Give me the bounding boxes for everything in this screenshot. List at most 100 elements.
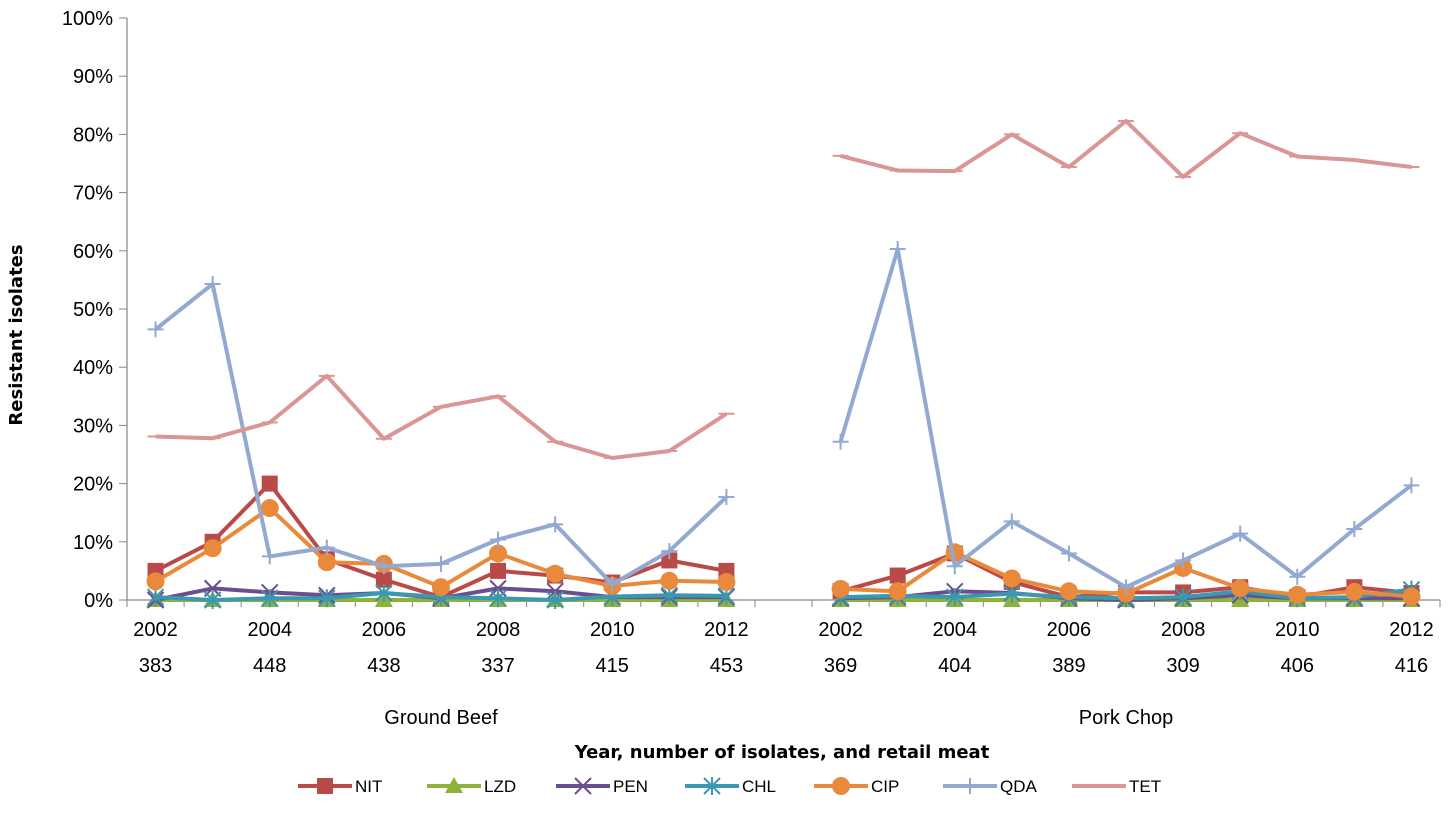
data-point xyxy=(261,548,278,565)
legend-marker xyxy=(832,777,850,795)
data-point xyxy=(147,321,164,338)
series-tet xyxy=(147,119,1420,460)
legend-label: CIP xyxy=(871,777,899,796)
data-point xyxy=(661,552,678,569)
y-tick-label: 20% xyxy=(73,474,113,496)
legend-marker xyxy=(962,778,978,794)
data-point xyxy=(375,584,393,603)
series-line xyxy=(838,247,1413,590)
series-qda xyxy=(147,241,1420,596)
data-point xyxy=(203,591,222,609)
x-tick-label-count: 448 xyxy=(253,655,286,677)
data-point xyxy=(832,433,849,450)
y-axis-title: Resistant isolates xyxy=(6,244,27,425)
x-tick-label-year: 2002 xyxy=(133,619,178,641)
legend-item-tet: TET xyxy=(1072,777,1161,796)
y-tick-label: 80% xyxy=(73,124,113,146)
data-point xyxy=(1345,582,1364,601)
group-labels: Ground Beef Pork Chop xyxy=(384,707,1173,729)
series-cip xyxy=(146,499,1421,606)
data-point xyxy=(1346,520,1363,537)
x-tick-label-count: 389 xyxy=(1052,655,1085,677)
data-point xyxy=(1289,568,1306,585)
data-point xyxy=(1288,585,1307,604)
y-tick-label: 100% xyxy=(62,8,113,30)
data-point xyxy=(1175,552,1192,569)
legend-marker xyxy=(317,778,333,794)
x-tick-label-count: 406 xyxy=(1281,655,1314,677)
x-tick-label-count: 453 xyxy=(710,655,743,677)
series-lines xyxy=(146,119,1421,609)
data-point xyxy=(1231,579,1250,598)
x-tick-label-count: 309 xyxy=(1166,655,1199,677)
data-point xyxy=(946,558,963,575)
y-tick-label: 50% xyxy=(73,299,113,321)
data-point xyxy=(604,576,621,593)
data-point xyxy=(375,571,392,588)
data-point xyxy=(490,531,507,548)
legend-item-pen: PEN xyxy=(556,777,648,796)
legend-marker xyxy=(445,777,463,793)
data-point xyxy=(490,562,507,579)
axes xyxy=(126,18,1441,607)
y-tick-label: 10% xyxy=(73,532,113,554)
data-point xyxy=(717,572,736,591)
series-line xyxy=(154,506,727,590)
legend-item-chl: CHL xyxy=(685,777,776,796)
data-point xyxy=(718,488,735,505)
x-tick-label-year: 2004 xyxy=(247,619,292,641)
data-point xyxy=(888,582,907,601)
y-tick-label: 0% xyxy=(84,590,113,612)
data-point xyxy=(1059,582,1078,601)
data-point xyxy=(431,578,450,597)
legend-marker xyxy=(703,777,721,795)
x-tick-label-count: 383 xyxy=(139,655,172,677)
y-tick-label: 90% xyxy=(73,66,113,88)
data-point xyxy=(318,539,335,556)
legend-item-qda: QDA xyxy=(943,777,1038,796)
legend-label: PEN xyxy=(613,777,648,796)
x-tick-label-count: 415 xyxy=(596,655,629,677)
data-point xyxy=(1232,525,1249,542)
x-tick-label-year: 2006 xyxy=(1047,619,1092,641)
y-axis-ticks xyxy=(119,17,127,601)
x-tick-label-count: 369 xyxy=(824,655,857,677)
x-tick-label-year: 2008 xyxy=(476,619,521,641)
x-tick-label-count: 416 xyxy=(1395,655,1428,677)
x-tick-label-count: 438 xyxy=(367,655,400,677)
legend-label: CHL xyxy=(742,777,776,796)
x-tick-label-year: 2012 xyxy=(704,619,749,641)
data-point xyxy=(1118,579,1135,596)
data-point xyxy=(1002,569,1021,588)
series-line xyxy=(840,119,1412,179)
data-point xyxy=(261,589,279,608)
data-point xyxy=(1003,584,1021,603)
x-axis-title: Year, number of isolates, and retail mea… xyxy=(574,742,990,763)
data-point xyxy=(489,589,507,608)
data-point xyxy=(661,543,678,560)
y-tick-label: 30% xyxy=(73,415,113,437)
data-point xyxy=(1402,587,1421,606)
x-tick-label-year: 2012 xyxy=(1389,619,1434,641)
y-tick-label: 60% xyxy=(73,241,113,263)
data-point xyxy=(831,579,850,598)
data-point xyxy=(146,572,165,591)
group-label: Pork Chop xyxy=(1079,707,1174,729)
data-point xyxy=(1403,477,1420,494)
data-point xyxy=(318,589,336,608)
data-point xyxy=(260,499,279,518)
data-point xyxy=(203,539,222,558)
x-tick-label-year: 2010 xyxy=(1275,619,1320,641)
data-point xyxy=(375,558,392,575)
data-point xyxy=(889,241,906,258)
data-point xyxy=(261,475,278,492)
x-tick-label-count: 337 xyxy=(481,655,514,677)
x-tick-label-year: 2006 xyxy=(362,619,407,641)
legend-item-nit: NIT xyxy=(298,777,382,796)
data-point xyxy=(204,275,221,292)
y-tick-label: 40% xyxy=(73,357,113,379)
x-tick-label-year: 2002 xyxy=(818,619,863,641)
legend-label: TET xyxy=(1129,777,1161,796)
data-point xyxy=(489,544,508,563)
data-point xyxy=(1174,588,1192,607)
